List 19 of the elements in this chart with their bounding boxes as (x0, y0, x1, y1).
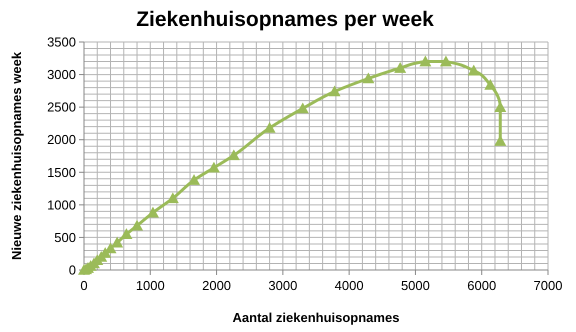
y-axis-title: Nieuwe ziekenhuisopnames week (9, 51, 24, 260)
x-tick-label: 5000 (400, 278, 430, 293)
x-tick-label: 6000 (467, 278, 496, 293)
x-tick-label: 4000 (334, 278, 364, 293)
y-tick-label: 2000 (47, 132, 76, 148)
x-tick-label: 0 (80, 278, 88, 293)
y-tick-label: 2500 (47, 100, 76, 115)
y-tick-label: 1000 (47, 197, 76, 212)
y-tick-label: 3500 (47, 34, 76, 50)
y-tick-label: 3000 (47, 67, 76, 82)
y-tick-label: 500 (54, 230, 76, 245)
y-tick-label: 0 (68, 262, 76, 278)
x-tick-label: 3000 (268, 278, 298, 293)
chart-title: Ziekenhuisopnames per week (136, 8, 434, 31)
x-tick-label: 1000 (136, 278, 165, 293)
x-tick-label: 7000 (534, 278, 562, 293)
x-tick-label: 2000 (202, 278, 232, 293)
y-tick-label: 1500 (47, 164, 76, 180)
x-axis-title: Aantal ziekenhuisopnames (232, 310, 400, 325)
